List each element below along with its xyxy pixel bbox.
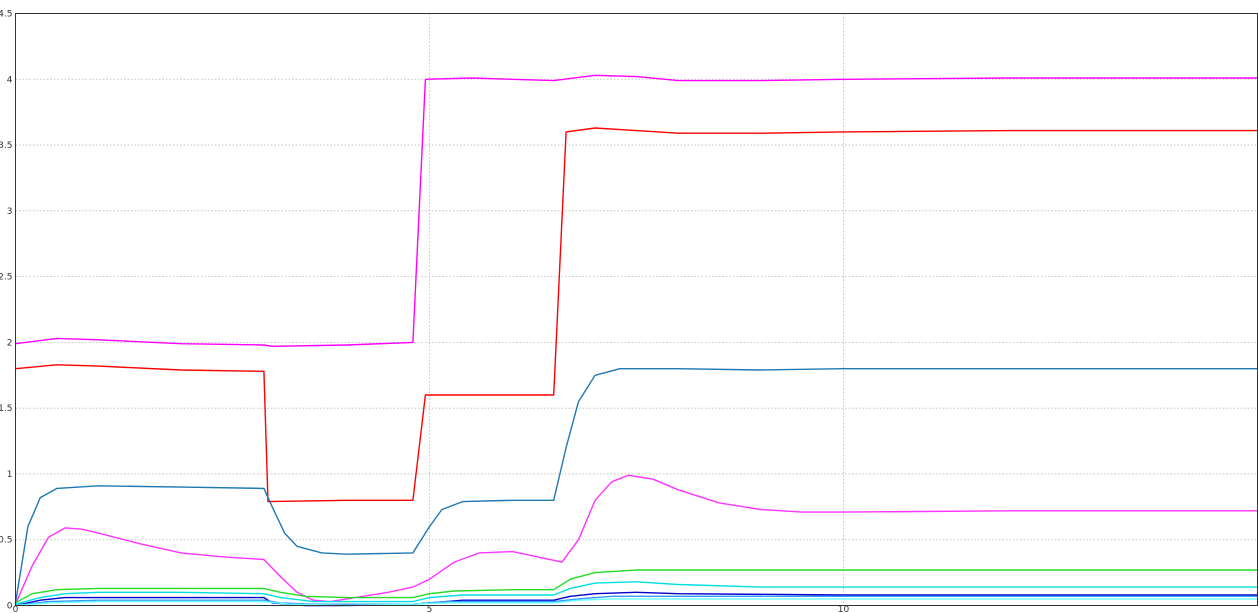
y-tick-label: 0.5 (0, 536, 13, 546)
y-tick-label: 1 (7, 470, 13, 480)
y-tick-label: 2.5 (0, 273, 13, 283)
series-line-3 (14, 368, 1258, 604)
series-line-6 (14, 581, 1258, 605)
y-tick-label: 4.5 (0, 10, 13, 20)
y-tick-label: 0 (7, 602, 13, 612)
y-tick-label: 3.5 (0, 141, 13, 151)
x-tick-labels: 0 5 10 (13, 605, 850, 613)
x-tick-label: 10 (838, 605, 850, 613)
y-tick-label: 4 (7, 75, 13, 85)
series-line-5 (14, 569, 1258, 604)
series-line-1 (14, 74, 1258, 347)
series-lines (14, 74, 1258, 607)
x-tick-label: 0 (13, 605, 19, 613)
plot-area-frame (15, 13, 1258, 606)
y-tick-label: 1.5 (0, 404, 13, 414)
series-line-2 (14, 127, 1258, 503)
series-line-9 (14, 598, 1258, 607)
grid (15, 13, 1258, 606)
series-line-4 (14, 474, 1258, 605)
x-tick-label: 5 (427, 605, 433, 613)
y-tick-labels: 0 0.5 1 1.5 2 2.5 3 3.5 4 4.5 (0, 10, 13, 612)
y-tick-label: 2 (7, 338, 13, 348)
y-tick-label: 3 (7, 207, 13, 217)
